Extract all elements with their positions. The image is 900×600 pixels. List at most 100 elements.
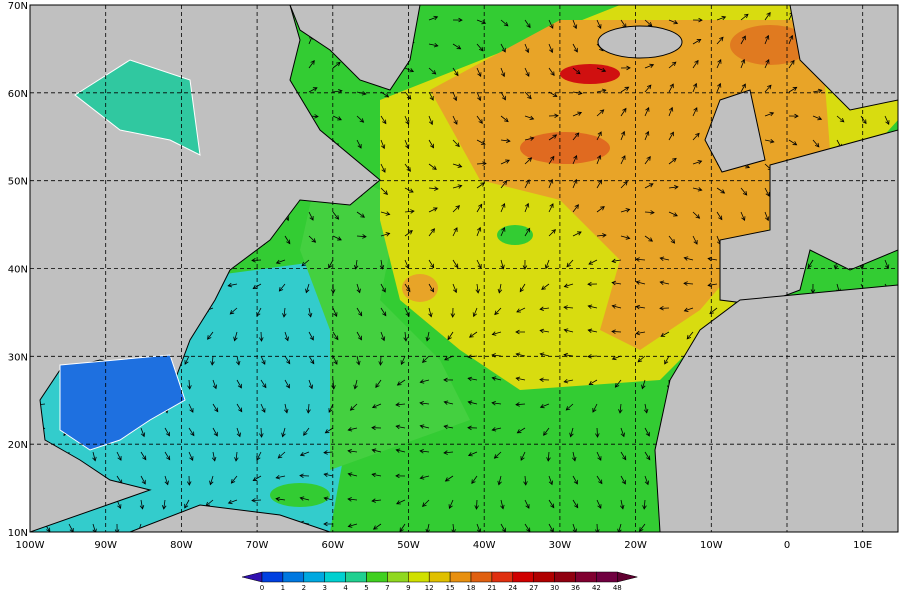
colorbar-segment — [491, 571, 514, 583]
arrow-head — [642, 505, 647, 510]
wind-arrow — [452, 91, 457, 101]
arrow-head — [789, 34, 794, 40]
wave-zone — [402, 274, 438, 302]
arrow-head — [516, 308, 521, 313]
arrow-head — [683, 281, 688, 286]
wind-arrow — [524, 499, 530, 509]
gulf-of-mexico — [59, 354, 186, 451]
arrow-head — [648, 237, 654, 242]
arrow-head — [619, 504, 625, 510]
arrow-head — [330, 289, 336, 294]
wind-arrow — [668, 186, 678, 189]
wind-arrow — [524, 203, 529, 213]
arrow-head — [443, 450, 448, 455]
wind-arrow — [476, 91, 481, 101]
wind-arrow — [251, 499, 262, 501]
colorbar-segment — [408, 571, 430, 583]
wind-arrow — [445, 475, 454, 482]
arrow-head — [384, 93, 390, 98]
wind-arrow — [740, 83, 746, 93]
wind-arrow — [524, 19, 531, 28]
arrow-head — [230, 479, 236, 484]
arrow-head — [563, 328, 569, 333]
wind-arrow — [637, 355, 646, 363]
arrow-head — [641, 384, 646, 390]
wind-arrow — [428, 207, 438, 213]
arrow-head — [362, 234, 367, 239]
wind-arrow — [231, 475, 238, 484]
arrow-head — [693, 107, 698, 112]
wind-arrow — [548, 134, 557, 141]
wind-arrow — [498, 283, 502, 293]
arrow-head — [385, 211, 391, 216]
arrow-head — [693, 82, 698, 88]
arrow-head — [639, 527, 644, 532]
wind-arrow — [520, 451, 526, 461]
wind-arrow — [404, 139, 409, 149]
arrow-head — [447, 335, 452, 341]
arrow-head — [468, 333, 474, 338]
lat-label: 70N — [8, 1, 28, 12]
lon-label: 90W — [94, 540, 117, 551]
colorbar-segment — [512, 571, 534, 583]
arrow-head — [378, 361, 383, 366]
arrow-head — [471, 479, 476, 485]
wind-arrow — [588, 329, 598, 333]
wind-arrow — [572, 155, 577, 165]
wind-arrow — [355, 259, 358, 269]
arrow-head — [707, 256, 713, 262]
arrow-head — [563, 378, 569, 384]
arrow-head — [456, 45, 462, 50]
wind-arrow — [372, 449, 382, 453]
wind-arrow — [284, 379, 290, 389]
arrow-head — [659, 305, 664, 311]
wind-arrow — [668, 211, 678, 217]
arrow-head — [422, 358, 427, 363]
arrow-head — [807, 263, 812, 269]
arrow-head — [262, 383, 267, 389]
wind-arrow — [644, 475, 649, 485]
wind-arrow — [229, 307, 238, 315]
wind-arrow — [668, 131, 674, 141]
colorbar-label: 1 — [281, 584, 285, 592]
wind-arrow — [188, 403, 194, 413]
arrow-head — [141, 479, 146, 485]
colorbar-label: 36 — [571, 584, 580, 592]
arrow-head — [430, 228, 435, 233]
arrow-head — [371, 425, 376, 431]
arrow-head — [324, 429, 330, 434]
arrow-head — [574, 132, 580, 138]
colorbar-label: 30 — [550, 584, 559, 592]
wind-arrow — [428, 187, 438, 190]
wind-arrow — [500, 67, 505, 77]
colorbar-label: 4 — [343, 584, 348, 592]
arrow-head — [431, 70, 437, 75]
lon-label: 100W — [16, 540, 45, 551]
wind-arrow — [545, 259, 550, 269]
wind-arrow — [140, 499, 143, 509]
wind-arrow — [428, 16, 438, 21]
wind-arrow — [592, 403, 598, 413]
arrow-head — [305, 288, 310, 294]
wind-arrow — [596, 109, 604, 117]
arrow-head — [323, 472, 329, 478]
arrow-head — [142, 455, 147, 461]
wind-arrow — [476, 182, 485, 189]
arrow-head — [285, 383, 290, 389]
wind-arrow — [308, 379, 313, 389]
wind-arrow — [596, 180, 602, 189]
arrow-head — [574, 503, 579, 509]
wind-arrow — [860, 115, 867, 124]
arrow-head — [522, 265, 528, 270]
colorbar-segment — [366, 571, 388, 583]
wind-arrow — [476, 139, 486, 145]
wind-arrow — [500, 523, 506, 532]
arrow-head — [575, 69, 581, 75]
arrow-head — [526, 23, 531, 29]
lon-label: 80W — [170, 540, 193, 551]
wind-arrow — [620, 19, 627, 28]
wind-arrow — [764, 85, 772, 93]
arrow-head — [419, 475, 425, 480]
wind-arrow — [452, 185, 462, 189]
arrow-head — [353, 265, 359, 270]
